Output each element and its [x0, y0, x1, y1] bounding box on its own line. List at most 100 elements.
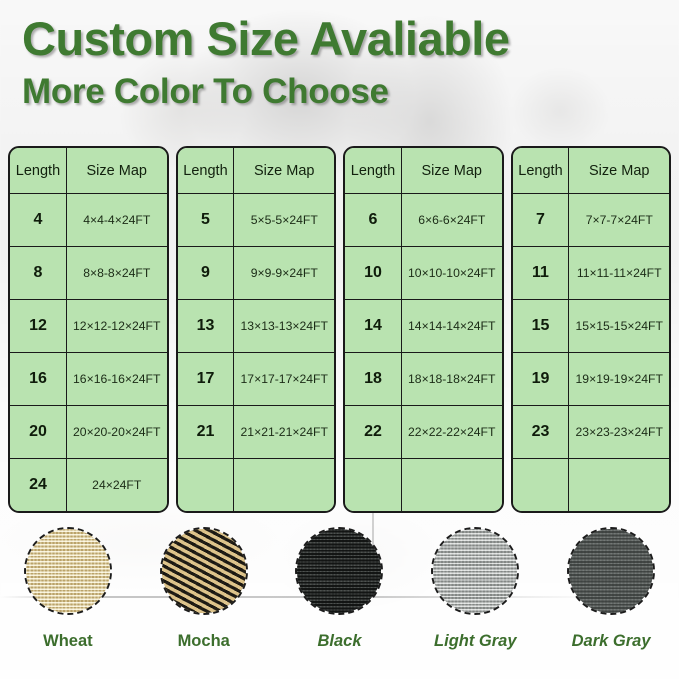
cell-size-map: 4×4-4×24FT [66, 193, 167, 247]
cell-size-map: 23×23-23×24FT [568, 405, 669, 459]
cell-length: 15 [512, 299, 570, 353]
cell-size-map: 22×22-22×24FT [401, 405, 502, 459]
table-row: 9 9×9-9×24FT [177, 246, 334, 300]
table-row: 22 22×22-22×24FT [345, 405, 502, 459]
header-size-map: Size Map [66, 148, 167, 194]
color-swatches-row: Wheat Mocha Black Light Gray Dark Gray [0, 527, 679, 677]
table-row-empty [512, 458, 669, 511]
cell-length: 23 [512, 405, 570, 459]
header-size-map: Size Map [233, 148, 334, 194]
cell-length [345, 458, 402, 511]
table-row: 13 13×13-13×24FT [177, 299, 334, 353]
cell-length: 16 [10, 352, 67, 406]
table-row: 11 11×11-11×24FT [512, 246, 669, 300]
fabric-texture-icon [433, 529, 518, 613]
cell-size-map: 9×9-9×24FT [233, 246, 334, 300]
swatch-disc-wheat[interactable] [23, 527, 112, 615]
cell-size-map: 5×5-5×24FT [233, 193, 334, 247]
table-row: 7 7×7-7×24FT [512, 193, 669, 247]
cell-length: 21 [177, 405, 235, 459]
cell-length: 10 [345, 246, 402, 300]
cell-length: 14 [345, 299, 402, 353]
table-row: 8 8×8-8×24FT [10, 246, 167, 300]
size-table-4: Length Size Map 7 7×7-7×24FT 11 11×11-11… [510, 146, 671, 513]
cell-length: 22 [345, 405, 402, 459]
table-row: 14 14×14-14×24FT [345, 299, 502, 353]
size-table-3: Length Size Map 6 6×6-6×24FT 10 10×10-10… [343, 146, 504, 513]
cell-size-map: 11×11-11×24FT [568, 246, 669, 300]
cell-size-map: 17×17-17×24FT [233, 352, 334, 406]
cell-size-map: 19×19-19×24FT [568, 352, 669, 406]
cell-size-map [401, 458, 502, 511]
header-length: Length [512, 148, 570, 194]
table-row: 21 21×21-21×24FT [177, 405, 334, 459]
cell-size-map: 10×10-10×24FT [401, 246, 502, 300]
table-row: 23 23×23-23×24FT [512, 405, 669, 459]
cell-size-map: 18×18-18×24FT [401, 352, 502, 406]
table-row: 24 24×24FT [10, 458, 167, 511]
cell-size-map: 20×20-20×24FT [66, 405, 167, 459]
header-length: Length [10, 148, 67, 194]
cell-size-map: 21×21-21×24FT [233, 405, 334, 459]
color-swatch-mocha[interactable]: Mocha [136, 527, 272, 677]
color-swatch-dark-gray[interactable]: Dark Gray [543, 527, 679, 677]
table-header-row: Length Size Map [10, 148, 167, 194]
color-swatch-light-gray[interactable]: Light Gray [407, 527, 543, 677]
swatch-disc-mocha[interactable] [159, 527, 248, 615]
table-row: 5 5×5-5×24FT [177, 193, 334, 247]
cell-size-map: 13×13-13×24FT [233, 299, 334, 353]
cell-size-map: 16×16-16×24FT [66, 352, 167, 406]
swatch-disc-black[interactable] [295, 527, 384, 615]
cell-size-map: 15×15-15×24FT [568, 299, 669, 353]
cell-length: 11 [512, 246, 570, 300]
table-header-row: Length Size Map [345, 148, 502, 194]
swatch-label: Black [317, 632, 362, 650]
swatch-label: Light Gray [434, 632, 517, 650]
fabric-texture-icon [297, 529, 382, 613]
swatch-label: Mocha [177, 632, 230, 650]
header-length: Length [345, 148, 402, 194]
cell-size-map: 24×24FT [66, 458, 167, 511]
page-subtitle: More Color To Choose [22, 71, 389, 111]
cell-size-map [568, 458, 669, 511]
cell-length [512, 458, 570, 511]
table-row: 6 6×6-6×24FT [345, 193, 502, 247]
cell-length: 7 [512, 193, 570, 247]
table-row: 20 20×20-20×24FT [10, 405, 167, 459]
cell-length: 19 [512, 352, 570, 406]
table-row: 16 16×16-16×24FT [10, 352, 167, 406]
table-row-empty [345, 458, 502, 511]
table-header-row: Length Size Map [177, 148, 334, 194]
size-table-2: Length Size Map 5 5×5-5×24FT 9 9×9-9×24F… [175, 146, 336, 513]
color-swatch-wheat[interactable]: Wheat [0, 527, 136, 677]
header-size-map: Size Map [401, 148, 502, 194]
swatch-label: Dark Gray [571, 632, 651, 650]
fabric-texture-icon [161, 529, 246, 613]
swatch-disc-light-gray[interactable] [431, 527, 520, 615]
cell-size-map: 8×8-8×24FT [66, 246, 167, 300]
cell-size-map: 14×14-14×24FT [401, 299, 502, 353]
swatch-disc-dark-gray[interactable] [567, 527, 656, 615]
color-swatch-black[interactable]: Black [272, 527, 408, 677]
size-table-1: Length Size Map 4 4×4-4×24FT 8 8×8-8×24F… [8, 146, 169, 513]
table-row: 4 4×4-4×24FT [10, 193, 167, 247]
table-row: 19 19×19-19×24FT [512, 352, 669, 406]
cell-length: 24 [10, 458, 67, 511]
cell-length: 13 [177, 299, 235, 353]
cell-length: 17 [177, 352, 235, 406]
cell-length: 20 [10, 405, 67, 459]
cell-length: 18 [345, 352, 402, 406]
table-row: 18 18×18-18×24FT [345, 352, 502, 406]
swatch-label: Wheat [43, 632, 93, 650]
table-header-row: Length Size Map [512, 148, 669, 194]
cell-size-map [233, 458, 334, 511]
header-length: Length [177, 148, 235, 194]
cell-length: 8 [10, 246, 67, 300]
cell-length: 12 [10, 299, 67, 353]
cell-size-map: 6×6-6×24FT [401, 193, 502, 247]
cell-length: 4 [10, 193, 67, 247]
cell-size-map: 7×7-7×24FT [568, 193, 669, 247]
cell-size-map: 12×12-12×24FT [66, 299, 167, 353]
headings-block: Custom Size Avaliable More Color To Choo… [22, 13, 510, 114]
